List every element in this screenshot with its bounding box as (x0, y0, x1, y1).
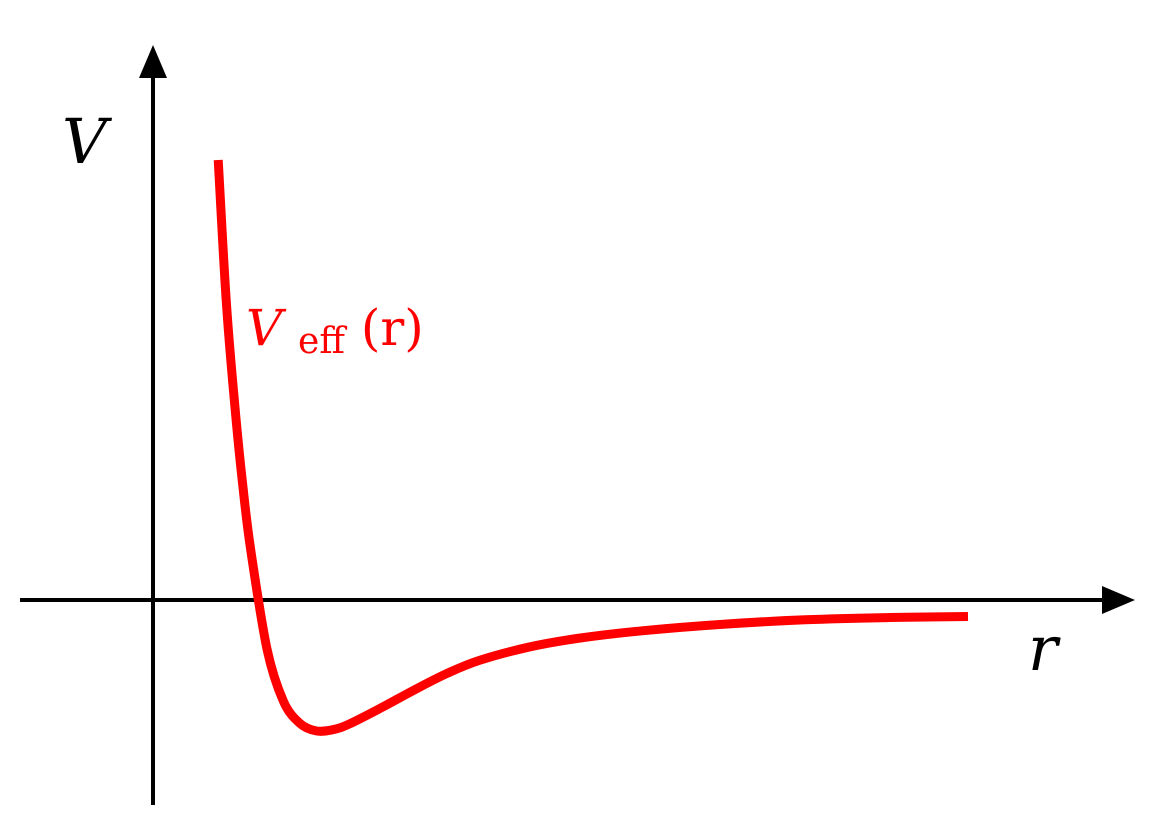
curve-label-argument: (r) (361, 299, 424, 357)
x-axis-arrow-icon (1102, 586, 1135, 614)
y-axis-label: V (62, 105, 113, 178)
curve-label-subscript: eff (298, 321, 347, 362)
y-axis-arrow-icon (139, 45, 167, 78)
axes (20, 45, 1135, 805)
curve-label-base: V (246, 299, 287, 357)
series-line-1 (213, 159, 969, 736)
curve-label: V eff (r) (246, 299, 424, 365)
x-axis-label: r (1028, 612, 1061, 685)
series-layer (213, 159, 969, 736)
